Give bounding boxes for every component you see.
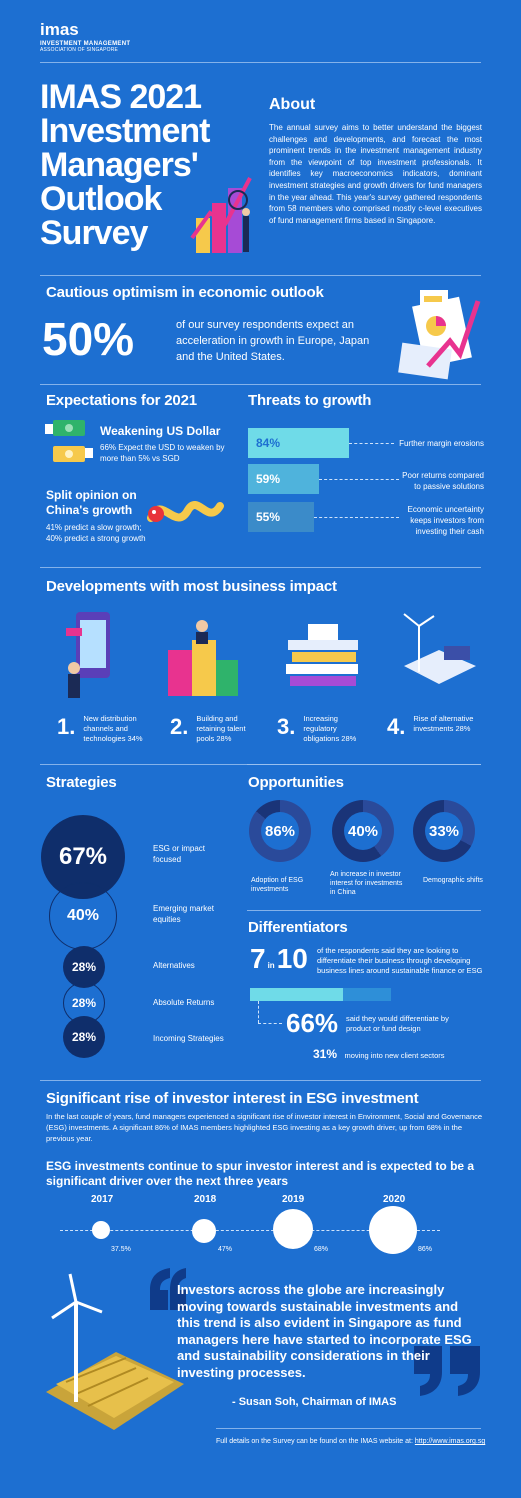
optimism-percent: 50% <box>42 313 135 365</box>
seven-in-ten: 7 in10 <box>250 943 308 974</box>
strategy-label-4: Absolute Returns <box>153 998 215 1007</box>
imas-website-link[interactable]: http://www.imas.org.sg <box>414 1438 486 1445</box>
timeline-year-4: 2020 <box>383 1194 406 1205</box>
optimism-heading: Cautious optimism in economic outlook <box>46 284 324 301</box>
china-text: 41% predict a slow growth; 40% predict a… <box>46 523 146 543</box>
footer: Full details on the Survey can be found … <box>216 1438 486 1445</box>
talent-pool-illustration <box>168 620 238 696</box>
timeline-year-1: 2017 <box>91 1194 114 1205</box>
strategy-label-3: Alternatives <box>153 961 195 970</box>
opportunity-donut-2: 40% <box>332 800 394 862</box>
quote-author: - Susan Soh, Chairman of IMAS <box>232 1396 397 1408</box>
opportunity-label-2: An increase in investor interest for inv… <box>330 871 403 896</box>
seven-in-ten-text: of the respondents said they are looking… <box>317 946 483 975</box>
usd-title: Weakening US Dollar <box>100 424 221 438</box>
timeline-dot-2 <box>192 1219 216 1243</box>
divider <box>40 62 481 63</box>
timeline-line <box>60 1230 440 1231</box>
timeline-pct-4: 86% <box>418 1246 433 1253</box>
timeline-pct-3: 68% <box>314 1246 329 1253</box>
alternative-energy-illustration <box>403 613 476 684</box>
mobile-app-illustration <box>66 612 110 698</box>
opportunities-heading: Opportunities <box>248 774 344 791</box>
dragon-icon <box>147 501 224 522</box>
development-item-1: 1. New distribution channels and technol… <box>57 714 143 743</box>
strategies-heading: Strategies <box>46 774 117 791</box>
timeline-pct-2: 47% <box>218 1246 233 1253</box>
pct-66: 66% <box>286 1008 339 1038</box>
pct-31: 31% moving into new client sectors <box>313 1047 445 1061</box>
china-title: Split opinion on China's growth <box>46 488 137 517</box>
development-item-4: 4. Rise of alternative investments 28% <box>387 714 474 739</box>
differentiator-bar-fill <box>250 988 344 1001</box>
differentiators-heading: Differentiators <box>248 919 348 936</box>
threat-bar-2: 59% <box>248 464 319 494</box>
strategy-label-5: Incoming Strategies <box>153 1034 224 1043</box>
threat-bar-3: 55% <box>248 502 314 532</box>
opportunity-label-1: Adoption of ESG investments <box>251 877 304 893</box>
logo-line2: ASSOCIATION OF SINGAPORE <box>40 47 119 53</box>
threat-label-2: Poor returns compared to passive solutio… <box>402 471 484 491</box>
expectations-heading: Expectations for 2021 <box>46 392 197 409</box>
threat-label-3: Economic uncertainty keeps investors fro… <box>407 505 484 536</box>
currency-exchange-icon <box>45 420 93 462</box>
about-heading: About <box>269 96 316 113</box>
about-text: The annual survey aims to better underst… <box>269 123 482 225</box>
differentiator-bar-track <box>250 988 391 1001</box>
development-item-3: 3. Increasing regulatory obligations 28% <box>277 714 357 743</box>
opportunity-donut-1: 86% <box>249 800 311 862</box>
usd-text: 66% Expect the USD to weaken by more tha… <box>100 443 225 463</box>
esg-heading: Significant rise of investor interest in… <box>46 1090 419 1107</box>
strategy-circle-3: 28% <box>63 946 105 988</box>
developments-heading: Developments with most business impact <box>46 578 337 595</box>
timeline-dot-1 <box>92 1221 110 1239</box>
opportunity-donut-3: 33% <box>413 800 475 862</box>
strategy-circle-5: 28% <box>63 1016 105 1058</box>
development-item-2: 2. Building and retaining talent pools 2… <box>170 714 246 743</box>
quote-text: Investors across the globe are increasin… <box>177 1282 472 1380</box>
strategy-label-2: Emerging market equities <box>153 904 214 924</box>
timeline-year-2: 2018 <box>194 1194 217 1205</box>
growth-chart-illustration <box>190 177 252 253</box>
strategy-label-1: ESG or impact focused <box>153 844 206 864</box>
open-quote-icon <box>150 1268 186 1310</box>
esg-intro: In the last couple of years, fund manage… <box>46 1112 483 1143</box>
timeline-pct-1: 37.5% <box>111 1246 131 1253</box>
strategy-circle-2: 40% <box>49 882 117 950</box>
logo-text: imas <box>40 20 79 39</box>
optimism-text: of our survey respondents expect an acce… <box>176 319 370 363</box>
page-title: IMAS 2021 Investment Managers' Outlook S… <box>40 78 210 252</box>
opportunity-label-3: Demographic shifts <box>423 877 483 884</box>
text-66: said they would differentiate by product… <box>346 1014 449 1033</box>
timeline-year-3: 2019 <box>282 1194 305 1205</box>
wind-farm-illustration <box>46 1273 184 1430</box>
logo-line1: INVESTMENT MANAGEMENT <box>40 41 131 47</box>
threat-label-1: Further margin erosions <box>399 439 484 448</box>
regulatory-papers-illustration <box>286 624 358 686</box>
close-quote-icon <box>414 1346 480 1396</box>
threats-heading: Threats to growth <box>248 392 372 409</box>
report-chart-illustration <box>398 290 481 380</box>
esg-subheading: ESG investments continue to spur investo… <box>46 1159 475 1188</box>
timeline-dot-4 <box>369 1206 417 1254</box>
imas-logo: imas INVESTMENT MANAGEMENT ASSOCIATION O… <box>40 20 130 53</box>
threat-bar-1: 84% <box>248 428 349 458</box>
timeline-dot-3 <box>273 1209 313 1249</box>
